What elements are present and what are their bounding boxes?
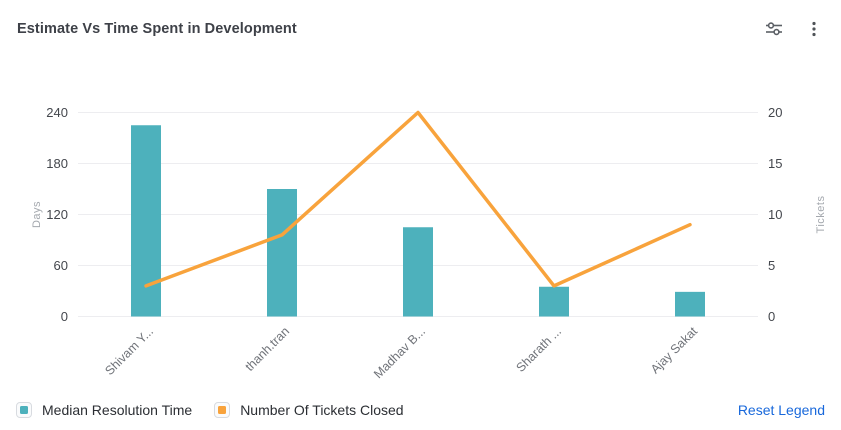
left-axis-tick: 120 — [46, 207, 68, 222]
legend-row: Median Resolution Time Number Of Tickets … — [16, 397, 825, 423]
tickets-line[interactable] — [144, 110, 692, 288]
x-axis-label: thanh.tran — [242, 324, 292, 374]
legend-label: Number Of Tickets Closed — [240, 402, 404, 418]
bar-Shivam Y...[interactable] — [131, 125, 161, 317]
left-axis-tick: 0 — [61, 309, 68, 324]
left-axis-title: Days — [31, 201, 43, 228]
bar-Ajay Sakat[interactable] — [675, 291, 705, 317]
estimate-vs-time-chart: 0 60 120 180 240 0 5 10 15 20 Days Tickets Shivam Y.… — [31, 105, 827, 381]
legend-items: Median Resolution Time Number Of Tickets … — [16, 402, 404, 418]
right-axis-tick: 10 — [768, 207, 782, 222]
legend-swatch — [20, 406, 28, 414]
sliders-icon — [766, 22, 782, 36]
chart-settings-button[interactable] — [761, 16, 787, 42]
legend-item-median-resolution-time[interactable]: Median Resolution Time — [16, 402, 192, 418]
right-axis-tick: 0 — [768, 309, 775, 324]
legend-marker — [214, 402, 231, 418]
right-axis-tick: 20 — [768, 105, 782, 120]
right-axis-title: Tickets — [815, 196, 827, 234]
legend-marker — [16, 402, 32, 418]
kebab-menu-icon — [812, 21, 816, 37]
left-axis-tick: 180 — [46, 156, 68, 171]
page-title: Estimate Vs Time Spent in Development — [17, 21, 297, 37]
x-axis-label: Shivam Y... — [102, 324, 156, 378]
reset-legend-link[interactable]: Reset Legend — [737, 402, 825, 418]
x-axis-label: Madhav B... — [371, 324, 428, 381]
bar-thanh.tran[interactable] — [267, 189, 297, 317]
x-axis-label: Ajay Sakat — [648, 324, 701, 377]
right-axis-tick: 15 — [768, 156, 782, 171]
more-options-button[interactable] — [801, 16, 827, 42]
left-axis-tick: 60 — [54, 258, 68, 273]
legend-swatch — [218, 406, 227, 414]
legend-label: Median Resolution Time — [42, 402, 193, 418]
bar-Madhav B...[interactable] — [403, 227, 433, 317]
legend-item-number-of-tickets-closed[interactable]: Number Of Tickets Closed — [214, 402, 404, 418]
left-axis-tick: 240 — [46, 105, 68, 120]
card-header: Estimate Vs Time Spent in Development — [17, 16, 827, 42]
header-actions — [761, 16, 827, 42]
bar-Sharath ...[interactable] — [539, 286, 569, 317]
x-axis-label: Sharath ... — [513, 324, 564, 375]
right-axis-tick: 5 — [768, 258, 775, 273]
